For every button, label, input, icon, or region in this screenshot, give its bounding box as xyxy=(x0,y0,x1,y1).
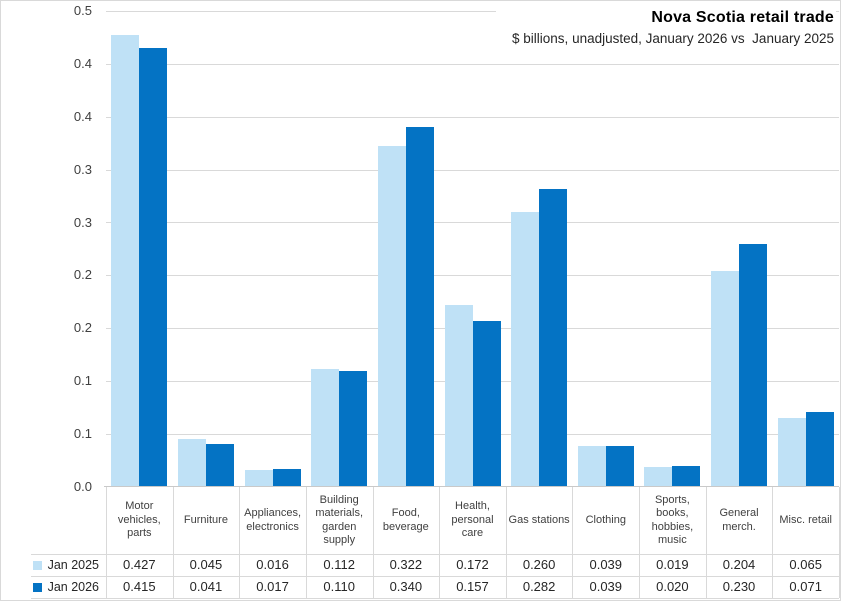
bar-jan-2025 xyxy=(311,369,340,487)
category-label: Food, beverage xyxy=(382,507,429,533)
legend-swatch-jan-2025 xyxy=(32,560,42,570)
bar-jan-2025 xyxy=(511,212,540,487)
bar-jan-2025 xyxy=(577,446,606,487)
table-column-line xyxy=(173,487,174,598)
table-column-line xyxy=(439,487,440,598)
y-axis-tick-label: 0.3 xyxy=(73,161,92,177)
table-value: 0.282 xyxy=(522,579,556,594)
table-value: 0.204 xyxy=(722,557,756,572)
y-axis-tick-label: 0.2 xyxy=(73,320,92,336)
table-value: 0.065 xyxy=(789,557,822,572)
table-value: 0.039 xyxy=(589,579,623,594)
gridline xyxy=(106,64,839,65)
table-value: 0.020 xyxy=(656,579,689,594)
chart-title-block: Nova Scotia retail trade $ billions, una… xyxy=(496,7,836,50)
table-value: 0.019 xyxy=(656,557,689,572)
bar-jan-2026 xyxy=(605,446,634,487)
table-value: 0.016 xyxy=(256,557,289,572)
bar-jan-2026 xyxy=(139,48,168,487)
table-value: 0.157 xyxy=(456,579,489,594)
legend-swatch-jan-2026 xyxy=(32,582,42,592)
chart-title: Nova Scotia retail trade xyxy=(651,9,834,26)
gridline xyxy=(106,117,839,118)
y-axis-tick-label: 0.4 xyxy=(73,55,92,71)
table-row-line xyxy=(31,598,839,599)
table-column-line xyxy=(639,487,640,598)
gridline xyxy=(106,222,839,223)
bar-jan-2025 xyxy=(377,146,406,487)
gridline xyxy=(106,11,839,12)
table-value: 0.110 xyxy=(323,579,355,594)
bar-jan-2025 xyxy=(711,271,740,487)
table-column-line xyxy=(772,487,773,598)
category-label: Building materials, garden supply xyxy=(315,493,364,547)
table-value: 0.415 xyxy=(123,579,156,594)
table-value: 0.045 xyxy=(189,557,223,572)
y-axis-tick-label: 0.2 xyxy=(73,267,92,283)
bar-jan-2026 xyxy=(272,469,301,487)
y-axis-tick-label: 0.5 xyxy=(73,2,92,18)
bar-jan-2026 xyxy=(405,127,434,487)
legend-item: Jan 2025 xyxy=(31,554,102,576)
bar-jan-2026 xyxy=(739,244,768,487)
category-label: Health, personal care xyxy=(451,500,494,540)
table-value: 0.427 xyxy=(123,557,156,572)
legend-label: Jan 2025 xyxy=(47,558,99,572)
y-axis-tick-label: 0.0 xyxy=(73,479,92,494)
bar-jan-2026 xyxy=(672,466,701,487)
table-column-line xyxy=(506,487,507,598)
bar-jan-2025 xyxy=(111,35,140,487)
x-axis-line xyxy=(104,486,839,487)
bar-jan-2025 xyxy=(177,439,206,487)
table-row-line xyxy=(31,554,839,555)
table-column-line xyxy=(572,487,573,598)
chart-subtitle: $ billions, unadjusted, January 2026 vs … xyxy=(512,31,834,46)
table-column-line xyxy=(306,487,307,598)
bar-jan-2025 xyxy=(777,418,806,487)
table-value: 0.017 xyxy=(256,579,289,594)
table-row-line xyxy=(31,576,839,577)
table-value: 0.071 xyxy=(789,579,822,594)
category-label: Furniture xyxy=(183,513,228,526)
bar-jan-2026 xyxy=(539,189,568,487)
table-column-line xyxy=(239,487,240,598)
gridline xyxy=(106,170,839,171)
bar-jan-2026 xyxy=(205,444,234,487)
y-axis-tick-label: 0.1 xyxy=(73,426,92,442)
table-value: 0.340 xyxy=(389,579,423,594)
gridline xyxy=(106,275,839,276)
table-value: 0.172 xyxy=(456,557,489,572)
legend-label: Jan 2026 xyxy=(47,580,99,594)
table-column-line xyxy=(839,487,840,598)
legend-item: Jan 2026 xyxy=(31,576,102,598)
table-column-line xyxy=(706,487,707,598)
y-axis-tick-label: 0.1 xyxy=(73,373,92,389)
table-value: 0.230 xyxy=(722,579,756,594)
table-value: 0.039 xyxy=(589,557,623,572)
y-axis-tick-label: 0.4 xyxy=(73,108,92,124)
bar-jan-2025 xyxy=(244,470,273,487)
category-label: General merch. xyxy=(719,507,759,533)
bar-jan-2025 xyxy=(444,305,473,487)
bar-jan-2026 xyxy=(805,412,834,487)
category-label: Sports, books, hobbies, music xyxy=(651,493,694,547)
table-column-line xyxy=(373,487,374,598)
table-column-line xyxy=(106,487,107,598)
category-label: Gas stations xyxy=(508,513,570,526)
category-label: Motor vehicles, parts xyxy=(117,500,161,540)
bar-jan-2026 xyxy=(339,371,368,487)
table-value: 0.322 xyxy=(389,557,423,572)
y-axis-tick-label: 0.3 xyxy=(73,214,92,230)
bar-jan-2026 xyxy=(472,321,501,487)
category-label: Appliances, electronics xyxy=(244,507,302,533)
category-label: Misc. retail xyxy=(779,513,832,526)
bar-jan-2025 xyxy=(644,467,673,487)
category-label: Clothing xyxy=(585,513,626,526)
table-value: 0.260 xyxy=(522,557,556,572)
table-value: 0.112 xyxy=(323,557,355,572)
table-value: 0.041 xyxy=(189,579,223,594)
